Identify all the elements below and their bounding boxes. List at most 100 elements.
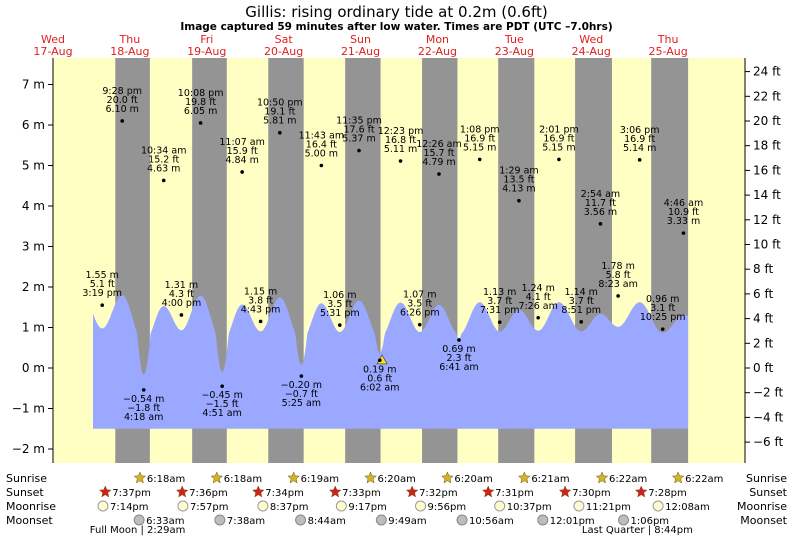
tide-point bbox=[299, 374, 304, 378]
tide-point bbox=[258, 319, 263, 324]
tide-label: 5.15 m bbox=[463, 142, 496, 153]
sunrise-time: 6:22am bbox=[685, 474, 723, 485]
tide-label: 5.15 m bbox=[542, 142, 575, 153]
day-labels: Wed17-AugThu18-AugFri19-AugSat20-AugSun2… bbox=[33, 33, 687, 58]
tide-extreme: 1.55 m5.1 ft3:19 pm bbox=[82, 270, 122, 308]
tide-label: 4.13 m bbox=[502, 184, 535, 195]
y-tick-label-right: −6 ft bbox=[753, 435, 784, 449]
sunset-time: 7:28pm bbox=[648, 488, 687, 499]
y-tick-label-left: 0 m bbox=[22, 361, 45, 375]
day-label-dow: Wed bbox=[579, 33, 603, 46]
tide-label: 4:43 pm bbox=[241, 304, 281, 315]
tide-point bbox=[319, 163, 324, 168]
sunrise-star-icon bbox=[210, 471, 224, 484]
y-tick-label-right: 24 ft bbox=[753, 65, 781, 79]
moonset-icon bbox=[456, 514, 468, 526]
moonrise-time: 8:37pm bbox=[270, 502, 309, 513]
day-label-date: 19-Aug bbox=[187, 45, 226, 58]
row-label-right: Sunset bbox=[749, 486, 787, 499]
moon-phase-label: Last Quarter | 8:44pm bbox=[582, 525, 693, 536]
moonrise-icon bbox=[573, 500, 585, 512]
sunrise-time: 6:20am bbox=[454, 474, 492, 485]
y-tick-label-right: −4 ft bbox=[753, 410, 784, 424]
tide-label: 11:43 am bbox=[299, 131, 344, 142]
day-label-date: 17-Aug bbox=[33, 45, 72, 58]
moonset-time: 6:33am bbox=[146, 516, 184, 527]
tide-label: 9:28 pm bbox=[102, 86, 142, 97]
tide-label: 1.78 m bbox=[601, 261, 634, 272]
y-tick-label-right: 16 ft bbox=[753, 163, 781, 177]
day-label-date: 23-Aug bbox=[495, 45, 534, 58]
tide-label: 5.14 m bbox=[623, 143, 656, 154]
tide-label: 20.0 ft bbox=[107, 95, 138, 106]
tide-point bbox=[278, 130, 282, 135]
tide-label: 3.7 ft bbox=[487, 296, 512, 307]
tide-point bbox=[198, 121, 203, 125]
y-tick-label-right: 2 ft bbox=[753, 336, 773, 350]
tide-label: 1.31 m bbox=[165, 280, 198, 291]
y-tick-label-left: 6 m bbox=[22, 118, 45, 132]
sunset-star-icon bbox=[251, 485, 265, 498]
tide-label: −0.54 m bbox=[123, 394, 164, 405]
tide-label: −0.7 ft bbox=[285, 389, 318, 400]
tide-point bbox=[179, 313, 184, 317]
tide-label: 1:29 am bbox=[499, 166, 538, 177]
moonrise-icon bbox=[415, 500, 427, 512]
y-tick-label-right: 4 ft bbox=[753, 312, 773, 326]
y-tick-label-left: −1 m bbox=[12, 402, 45, 416]
tide-label: 10:08 pm bbox=[178, 88, 224, 99]
sunset-time: 7:36pm bbox=[189, 488, 228, 499]
y-tick-label-right: 22 ft bbox=[753, 89, 781, 103]
tide-label: 4.79 m bbox=[422, 157, 455, 168]
chart-title: Gillis: rising ordinary tide at 0.2m (0.… bbox=[245, 3, 547, 21]
tide-label: −1.8 ft bbox=[127, 403, 160, 414]
tide-label: 8:23 am bbox=[598, 279, 637, 290]
plot-area: −2 m −1 m 0 m 1 m 2 m 3 m 4 m 5 m 6 m 7 m −6 ft −4 … bbox=[12, 58, 784, 463]
y-tick-label-left: 2 m bbox=[22, 280, 45, 294]
tide-label: 16.8 ft bbox=[385, 135, 416, 146]
moonrise-icon bbox=[257, 500, 269, 512]
y-tick-label-left: 7 m bbox=[22, 78, 45, 92]
sunrise-time: 6:19am bbox=[301, 474, 339, 485]
tide-label: 2.3 ft bbox=[446, 353, 471, 364]
tide-label: 3.8 ft bbox=[248, 295, 273, 306]
tide-point bbox=[357, 148, 361, 153]
tide-point bbox=[120, 119, 124, 123]
moonset-icon bbox=[375, 514, 387, 526]
tide-label: 10.9 ft bbox=[668, 207, 699, 218]
tide-label: 1.07 m bbox=[403, 290, 436, 301]
sunset-star-icon bbox=[558, 485, 572, 498]
tide-label: 3.7 ft bbox=[569, 296, 594, 307]
day-label-dow: Sun bbox=[350, 33, 371, 46]
day-label-date: 20-Aug bbox=[264, 45, 303, 58]
tide-label: 5.81 m bbox=[263, 116, 296, 127]
sunrise-time: 6:22am bbox=[609, 474, 647, 485]
tide-label: 3.33 m bbox=[667, 216, 700, 227]
tide-label: 6.05 m bbox=[184, 106, 217, 117]
moonrise-time: 10:37pm bbox=[507, 502, 552, 513]
y-tick-label-right: 10 ft bbox=[753, 238, 781, 252]
tide-label: 0.69 m bbox=[442, 344, 475, 355]
sunset-star-icon bbox=[98, 485, 112, 498]
tide-label: 11:07 am bbox=[219, 137, 264, 148]
row-label-right: Sunrise bbox=[746, 472, 787, 485]
sunrise-star-icon bbox=[595, 471, 609, 484]
moonset-time: 1:06pm bbox=[631, 516, 670, 527]
moonrise-icon bbox=[177, 500, 189, 512]
tide-point bbox=[681, 231, 686, 235]
tide-label: 7:26 am bbox=[518, 301, 557, 312]
tide-label: −0.45 m bbox=[201, 390, 242, 401]
y-tick-label-left: 5 m bbox=[22, 159, 45, 173]
day-label-dow: Thu bbox=[119, 33, 141, 46]
sunset-star-icon bbox=[405, 485, 419, 498]
y-tick-label-right: 12 ft bbox=[753, 213, 781, 227]
tide-label: 6:41 am bbox=[439, 362, 478, 373]
